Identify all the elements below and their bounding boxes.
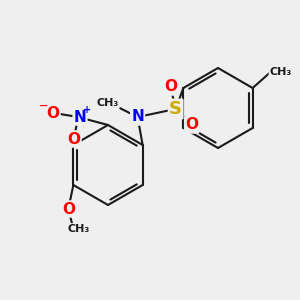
Text: S: S (169, 100, 182, 118)
Text: CH₃: CH₃ (269, 67, 292, 77)
Text: O: O (46, 106, 59, 121)
Text: CH₃: CH₃ (67, 224, 89, 234)
Text: O: O (68, 131, 80, 146)
Text: −: − (39, 101, 49, 111)
Text: O: O (62, 202, 75, 217)
Text: N: N (74, 110, 86, 124)
Text: O: O (164, 80, 177, 94)
Text: CH₃: CH₃ (97, 98, 119, 108)
Text: O: O (185, 118, 198, 133)
Text: +: + (83, 105, 91, 115)
Text: N: N (131, 110, 144, 124)
